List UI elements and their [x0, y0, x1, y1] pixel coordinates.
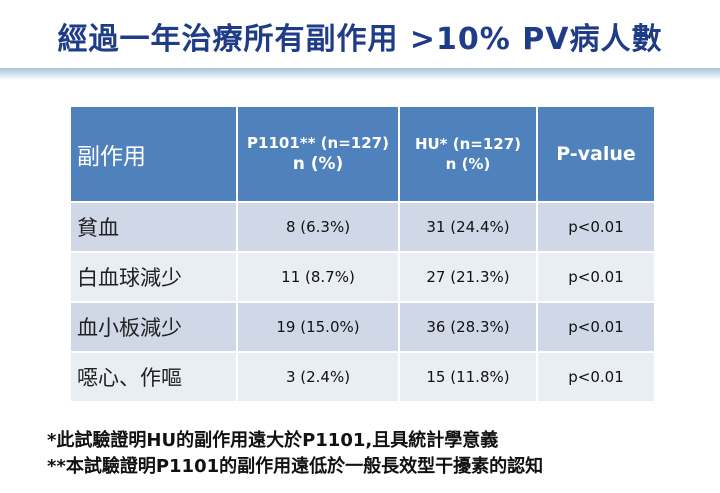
cell-p-value: p<0.01	[537, 351, 654, 401]
table-row: 噁心、作嘔 3 (2.4%) 15 (11.8%) p<0.01	[71, 351, 654, 401]
footnotes: *此試驗證明HU的副作用遠大於P1101,且具統計學意義 **本試驗證明P110…	[47, 428, 707, 480]
footnote-hu: *此試驗證明HU的副作用遠大於P1101,且具統計學意義	[47, 430, 499, 451]
cell-p1101: 8 (6.3%)	[237, 201, 400, 252]
cell-hu: 36 (28.3%)	[399, 301, 538, 352]
cell-hu: 27 (21.3%)	[399, 251, 538, 302]
cell-hu: 31 (24.4%)	[399, 201, 538, 252]
header-p1101: P1101** (n=127) n (%)	[237, 107, 400, 202]
cell-effect: 白血球減少	[71, 251, 238, 302]
table-header-row: 副作用 P1101** (n=127) n (%) HU* (n=127) n …	[71, 107, 654, 202]
header-hu-group: HU* (n=127)	[414, 135, 522, 153]
header-p1101-group: P1101** (n=127)	[247, 134, 389, 152]
table-row: 貧血 8 (6.3%) 31 (24.4%) p<0.01	[71, 201, 654, 252]
cell-p-value: p<0.01	[537, 301, 654, 352]
cell-p1101: 3 (2.4%)	[237, 351, 400, 401]
cell-effect: 貧血	[71, 201, 238, 252]
cell-p-value: p<0.01	[537, 201, 654, 252]
header-p1101-unit: n (%)	[292, 154, 344, 174]
table-row: 血小板減少 19 (15.0%) 36 (28.3%) p<0.01	[71, 301, 654, 352]
side-effects-table: 副作用 P1101** (n=127) n (%) HU* (n=127) n …	[71, 107, 654, 401]
cell-p-value: p<0.01	[537, 251, 654, 302]
slide-title: 經過一年治療所有副作用 >10% PV病人數	[57, 22, 663, 57]
cell-effect: 血小板減少	[71, 301, 238, 352]
header-hu-unit: n (%)	[445, 155, 491, 173]
header-p-value: P-value	[537, 107, 654, 202]
cell-p1101: 19 (15.0%)	[237, 301, 400, 352]
header-side-effect: 副作用	[71, 107, 238, 202]
cell-effect: 噁心、作嘔	[71, 351, 238, 401]
cell-hu: 15 (11.8%)	[399, 351, 538, 401]
header-hu: HU* (n=127) n (%)	[399, 107, 538, 202]
cell-p1101: 11 (8.7%)	[237, 251, 400, 302]
table-row: 白血球減少 11 (8.7%) 27 (21.3%) p<0.01	[71, 251, 654, 302]
footnote-p1101: **本試驗證明P1101的副作用遠低於一般長效型干擾素的認知	[47, 456, 544, 477]
title-divider	[0, 68, 720, 80]
